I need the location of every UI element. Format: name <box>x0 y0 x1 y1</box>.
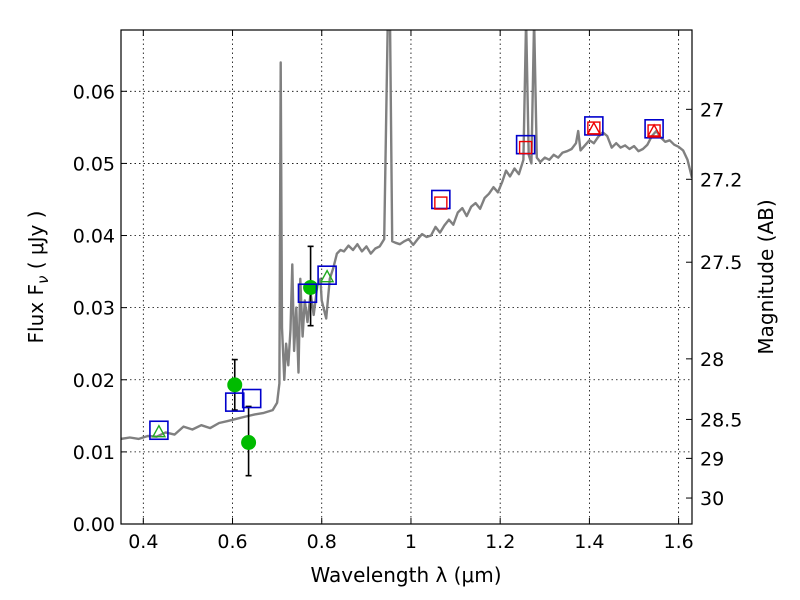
y2-tick-label: 28.5 <box>700 409 742 431</box>
observed-point <box>227 377 243 393</box>
model-broadband-square <box>149 420 169 441</box>
y2-tick-label: 27.5 <box>700 252 742 274</box>
model-broadband-square <box>241 388 262 409</box>
y-axis-label-main: Flux F <box>24 284 48 343</box>
y-tick-label: 0.00 <box>73 514 115 536</box>
y-tick-label: 0.01 <box>73 442 115 464</box>
model-broadband-square <box>644 119 664 139</box>
y2-axis-label: Magnitude (AB) <box>754 199 778 354</box>
y-axis-label-unit: ( μJy ) <box>24 211 48 276</box>
model-broadband-square <box>224 392 245 412</box>
model-broadband-square <box>584 116 604 136</box>
grid-lines <box>121 30 692 525</box>
x-tick-label: 1.4 <box>574 531 604 553</box>
green-triangle-marker <box>151 424 167 438</box>
y2-tick-label: 27.2 <box>700 169 742 191</box>
plot-frame <box>120 29 693 525</box>
red-triangle-marker <box>646 123 662 137</box>
y-axis-label-subscript: ν <box>34 276 52 284</box>
y-tick-label: 0.02 <box>73 370 115 392</box>
y-axis-label: Flux Fν ( μJy ) <box>24 211 52 344</box>
x-tick-label: 1.6 <box>664 531 694 553</box>
x-tick-label: 0.6 <box>217 531 247 553</box>
model-broadband-square <box>297 283 318 304</box>
red-triangle-marker <box>586 121 602 135</box>
y-tick-label: 0.05 <box>73 153 115 175</box>
spectrum-line <box>121 30 692 441</box>
x-axis-label: Wavelength λ (μm) <box>310 563 501 587</box>
green-triangle-marker <box>319 269 335 283</box>
x-tick-label: 0.8 <box>307 531 337 553</box>
red-square-marker <box>518 140 533 155</box>
y2-tick-label: 30 <box>700 488 724 510</box>
x-tick-label: 0.4 <box>128 531 158 553</box>
marker-layer <box>149 116 664 477</box>
tick-layer: 0.4 0.6 0.8 1 1.2 1.4 1.6 0.00 0.01 0.02 0.03 0.04 0… <box>73 30 742 553</box>
y2-tick-label: 27 <box>700 99 724 121</box>
spectrum-layer <box>121 30 692 441</box>
observed-point <box>241 435 257 451</box>
x-tick-label: 1 <box>405 531 417 553</box>
observed-point <box>303 279 319 295</box>
y-tick-label: 0.06 <box>73 81 115 103</box>
y-tick-label: 0.04 <box>73 226 115 248</box>
x-tick-label: 1.2 <box>485 531 515 553</box>
y2-tick-label: 28 <box>700 349 724 371</box>
y-tick-label: 0.03 <box>73 298 115 320</box>
red-square-marker <box>434 196 448 210</box>
model-broadband-square <box>317 265 337 285</box>
y2-tick-label: 29 <box>700 448 724 470</box>
